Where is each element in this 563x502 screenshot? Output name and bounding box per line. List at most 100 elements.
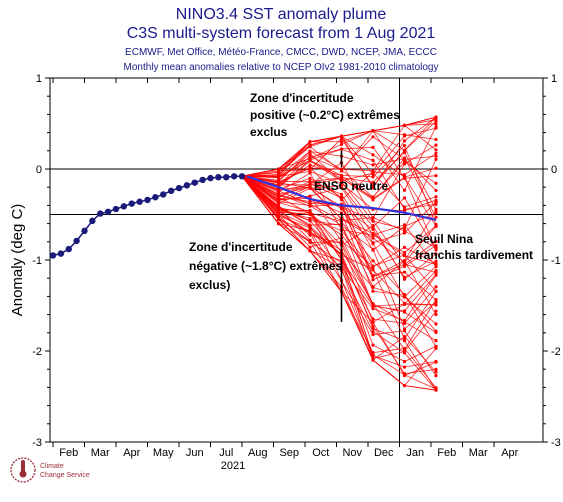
plume-member-point [371,247,375,251]
plume-member-point [402,156,407,160]
x-tick-label: Mar [91,447,110,459]
plume-member-point [434,262,438,266]
plume-member-point [434,200,438,204]
svg-text:Change Service: Change Service [40,472,90,479]
plume-member-point [276,181,281,185]
x-tick-label: Jul [219,447,233,459]
logo-thermometer-icon [10,457,36,483]
observed-point [238,173,246,180]
svg-text:Seuil Nina: Seuil Nina [415,232,473,246]
plume-member-point [434,303,438,307]
plume-member-point [402,188,407,192]
plume-member-point [371,274,375,278]
observed-point [191,179,198,186]
plume-member-point [339,207,344,211]
plume-member-point [308,240,312,244]
x-tick-label: Mar [469,447,488,459]
plume-envelope-max [241,116,437,177]
plume-member-point [371,175,375,179]
plume-member-point [434,157,438,161]
plume-member-point [434,202,438,206]
plume-member-point [434,166,438,170]
plume-member-point [434,312,438,317]
plume-member-point [434,367,438,371]
plume-member-point [371,285,375,290]
observed-point [223,173,230,181]
plume-member-point [276,174,281,178]
x-tick-label: Feb [437,447,456,459]
plume-member-point [308,228,312,233]
plume-member-point [339,196,344,200]
plume-member-point [434,252,438,256]
plume-member-point [339,176,344,180]
plume-member-point [371,145,375,149]
plume-member-point [434,181,438,185]
svg-text:Zone d'incertitude: Zone d'incertitude [189,240,293,254]
plume-member-point [308,225,312,229]
plume-member-point [371,302,375,306]
plume-member-point [339,168,344,172]
observed-point [183,182,191,189]
plume-member-point [371,227,375,232]
x-tick-label: Oct [312,447,329,459]
plume-member-point [434,195,438,199]
plume-member-point [434,289,438,294]
chart-subtitle: C3S multi-system forecast from 1 Aug 202… [127,25,436,42]
y-tick-label-left: 1 [36,73,42,85]
plume-member-point [371,329,375,334]
plume-member-point [371,242,375,246]
y-tick-label-right: 1 [551,73,557,85]
plume-member-point [434,259,438,263]
plume-member-point [402,173,407,177]
plume-member-point [308,179,312,183]
x-tick-label: Nov [342,447,362,459]
plume-member-point [402,334,407,339]
plume-member-point [339,179,344,183]
plume-member-point [276,192,281,196]
y-tick-label-right: 0 [551,164,557,176]
x-tick-label: Aug [248,447,268,459]
y-tick-label-right: -3 [551,437,561,449]
plume-member-point [402,262,407,267]
plume-member-point [402,259,407,263]
plume-member-point [402,253,407,257]
plume-member-point [371,267,375,272]
plume-member-point [308,163,312,167]
plume-member-point [371,224,375,228]
chart-climatology-note: Monthly mean anomalies relative to NCEP … [124,62,439,73]
plume-member-point [434,209,438,213]
plot-area: 1 1 0 0 -1 -1 -2 -2 -3 -3 Feb Mar Apr May Jun Jul Aug Sep… [32,73,561,459]
plume-member-point [371,153,375,157]
plume-member-point [371,332,375,337]
plume-member-point [339,140,344,144]
plume-member-point [402,295,407,299]
plume-member-point [371,236,375,240]
plume-member-point [308,159,312,163]
plume-member-point [434,330,438,335]
plume-member-point [308,186,312,190]
svg-text:positive (~0.2°C) extrêmes: positive (~0.2°C) extrêmes [250,108,400,122]
y-tick-label-right: -2 [551,346,561,358]
plume-member-point [371,307,375,311]
plume-member-point [434,239,438,243]
plume-member-point [339,137,344,141]
x-tick-label: May [153,447,174,459]
plume-member-point [402,150,407,155]
plume-member-point [434,360,438,364]
observed-point [89,217,96,225]
plume-member-point [371,278,375,282]
plume-member-point [371,180,375,184]
observed-point [160,191,167,198]
annotation-positive: Zone d'incertitude positive (~0.2°C) ext… [250,91,400,139]
plume-member-point [402,205,407,209]
plume-member-point [402,292,407,297]
plume-member-point [308,171,312,175]
plume-member-point [402,277,407,281]
plume-member-point [371,135,375,139]
plume-member-point [308,149,312,153]
observed-point [136,198,143,205]
plume-member-point [371,353,375,357]
annotation-nina-threshold: Seuil Nina franchis tardivement [415,232,533,262]
plume-member-point [402,160,407,164]
plume-member-point [308,194,312,198]
